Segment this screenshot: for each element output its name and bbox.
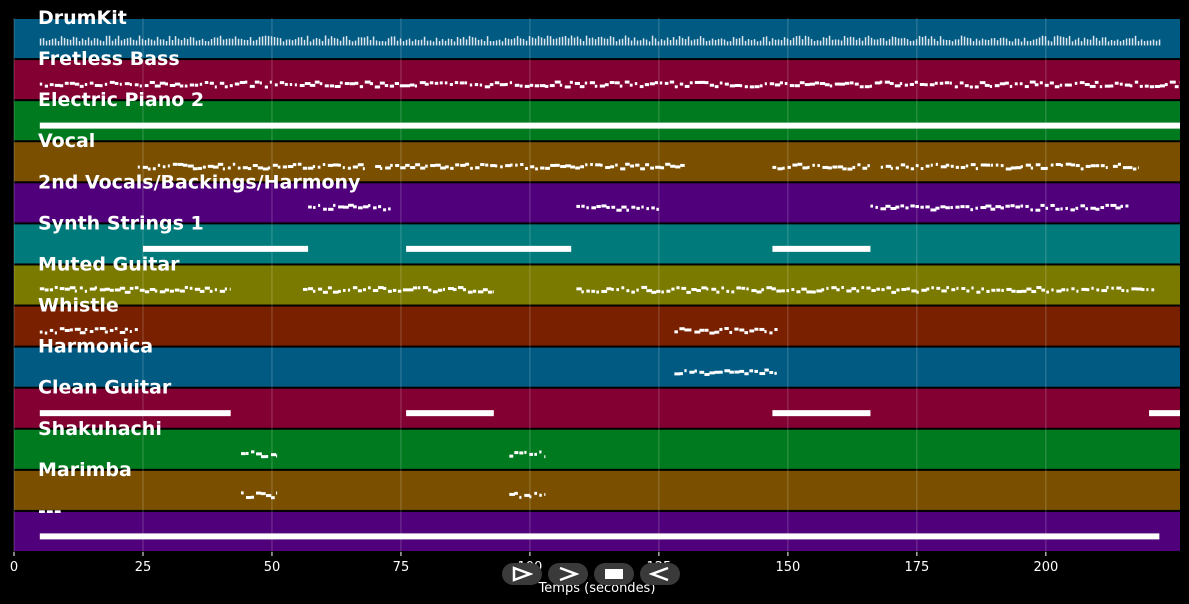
tick-label-3: 75	[393, 560, 410, 575]
tick-label-6: 150	[775, 560, 800, 575]
note-segment-9-2	[772, 410, 871, 417]
track-lane-3	[14, 142, 1180, 182]
note-segment-3-2	[772, 162, 870, 171]
track-lane-8	[14, 347, 1180, 387]
note-segment-12-0	[39, 533, 1160, 540]
note-segment-1-0	[39, 80, 1180, 89]
tick-label-1: 25	[135, 560, 152, 575]
note-segment-4-0	[308, 203, 391, 212]
note-segment-3-3	[880, 162, 1108, 171]
back-icon	[649, 566, 669, 582]
note-segment-11-0	[241, 491, 278, 500]
track-labels: DrumKit Fretless Bass Electric Piano 2 Voca…	[38, 7, 361, 522]
tick-label-7: 175	[904, 560, 929, 575]
forward-icon	[559, 566, 579, 582]
track-lane-7	[14, 306, 1180, 346]
note-marks	[39, 35, 1180, 540]
note-segment-5-1	[406, 245, 572, 252]
note-segment-11-1	[509, 491, 546, 499]
note-segment-7-1	[674, 327, 778, 335]
note-segment-6-1	[302, 286, 494, 294]
play-button[interactable]	[502, 563, 542, 585]
tick-label-2: 50	[264, 560, 281, 575]
note-segment-10-1	[509, 450, 546, 459]
track-label-11: Marimba	[38, 459, 132, 481]
track-label-12: ---	[38, 500, 62, 522]
track-lanes	[14, 19, 1180, 551]
grid-lines	[13, 18, 1047, 552]
track-lane-6	[14, 265, 1180, 305]
track-label-0: DrumKit	[38, 7, 127, 29]
note-segment-0-0	[39, 35, 1161, 46]
track-label-6: Muted Guitar	[38, 253, 180, 275]
track-label-4: 2nd Vocals/Backings/Harmony	[38, 171, 361, 193]
note-segment-4-2	[870, 203, 1129, 212]
note-segment-9-0	[39, 410, 231, 417]
track-label-3: Vocal	[38, 130, 95, 152]
track-lane-2	[14, 101, 1180, 141]
track-label-2: Electric Piano 2	[38, 89, 204, 111]
note-segment-8-0	[674, 368, 777, 376]
note-segment-6-0	[39, 285, 231, 294]
track-lane-11	[14, 470, 1180, 510]
note-segment-10-0	[241, 450, 278, 459]
forward-button[interactable]	[548, 563, 588, 585]
track-lane-10	[14, 429, 1180, 469]
track-lane-5	[14, 224, 1180, 264]
playback-controls	[502, 563, 680, 587]
track-lane-0	[14, 19, 1180, 59]
track-label-1: Fretless Bass	[38, 48, 180, 70]
tick-label-8: 200	[1033, 560, 1058, 575]
track-lane-9	[14, 388, 1180, 428]
track-label-9: Clean Guitar	[38, 377, 172, 399]
note-segment-6-2	[576, 285, 1155, 294]
tick-label-0: 0	[10, 560, 18, 575]
track-label-5: Synth Strings 1	[38, 212, 204, 234]
track-label-8: Harmonica	[38, 336, 153, 358]
note-segment-7-0	[39, 327, 138, 335]
note-segment-9-3	[1149, 410, 1180, 417]
track-label-10: Shakuhachi	[38, 418, 162, 440]
note-segment-9-1	[406, 410, 494, 417]
note-segment-3-4	[1112, 162, 1139, 171]
track-label-7: Whistle	[38, 295, 119, 317]
note-segment-3-1	[375, 162, 685, 171]
stop-button[interactable]	[594, 563, 634, 585]
note-segment-5-2	[772, 245, 871, 252]
note-segment-3-0	[137, 162, 365, 171]
track-lane-1	[14, 60, 1180, 100]
play-icon	[512, 566, 533, 582]
stop-icon	[605, 569, 623, 579]
track-lane-12	[14, 511, 1180, 551]
back-button[interactable]	[640, 563, 680, 585]
note-segment-2-0	[39, 122, 1180, 129]
note-segment-5-0	[142, 245, 309, 252]
note-segment-4-1	[576, 204, 659, 212]
track-lane-4	[14, 183, 1180, 223]
